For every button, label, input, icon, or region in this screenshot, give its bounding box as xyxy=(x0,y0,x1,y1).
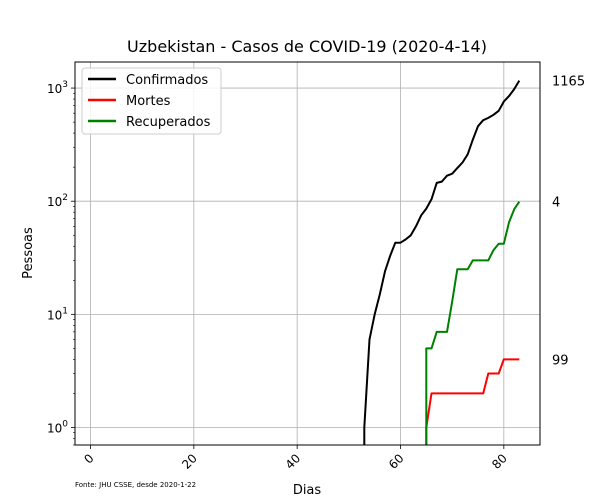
series-line-confirmados xyxy=(363,80,521,445)
legend-label-recuperados: Recuperados xyxy=(126,115,211,130)
y-tick-label: 102 xyxy=(47,193,68,209)
x-axis: 0 20 40 60 80 xyxy=(81,445,510,472)
end-label-confirmados: 1165 xyxy=(552,75,585,90)
x-axis-label: Dias xyxy=(293,483,322,498)
y-tick-label: 101 xyxy=(47,306,68,322)
chart-title: Uzbekistan - Casos de COVID-19 (2020-4-1… xyxy=(127,37,487,56)
x-tick-label: 60 xyxy=(386,451,407,472)
plot-frame xyxy=(74,61,541,446)
end-label-mortes: 99 xyxy=(552,353,569,368)
y-tick-label: 100 xyxy=(47,419,68,435)
end-label-recuperados: 4 xyxy=(552,196,560,211)
series-lines xyxy=(363,80,521,445)
end-labels: 1165 99 4 xyxy=(552,75,585,369)
y-axis-label: Pessoas xyxy=(21,227,36,279)
y-tick-label: 103 xyxy=(47,80,68,96)
x-tick-label: 0 xyxy=(81,451,96,466)
legend-label-mortes: Mortes xyxy=(126,94,171,109)
series-line-recuperados xyxy=(425,201,521,445)
x-tick-label: 20 xyxy=(179,451,200,472)
x-tick-label: 40 xyxy=(283,451,304,472)
legend: Confirmados Mortes Recuperados xyxy=(81,67,222,135)
legend-label-confirmados: Confirmados xyxy=(126,73,208,88)
y-axis: 100 101 102 103 xyxy=(47,80,75,446)
x-tick-label: 80 xyxy=(489,451,510,472)
series-line-mortes xyxy=(425,358,520,445)
source-note: Fonte: JHU CSSE, desde 2020-1-22 xyxy=(75,481,196,489)
legend-box xyxy=(81,67,222,135)
